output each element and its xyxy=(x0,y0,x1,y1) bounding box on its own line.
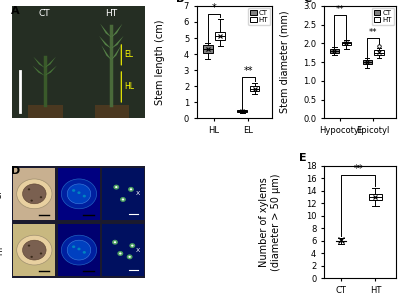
Text: D: D xyxy=(11,166,20,176)
Circle shape xyxy=(67,184,91,204)
Bar xyxy=(102,224,144,276)
Circle shape xyxy=(112,240,118,245)
Y-axis label: Stem length (cm): Stem length (cm) xyxy=(155,20,165,105)
Text: E: E xyxy=(299,153,306,163)
Bar xyxy=(58,168,100,220)
Polygon shape xyxy=(32,65,45,76)
Text: HT: HT xyxy=(105,9,117,18)
Y-axis label: Stem diameter (mm): Stem diameter (mm) xyxy=(279,11,289,113)
PathPatch shape xyxy=(237,110,247,112)
Circle shape xyxy=(114,241,116,243)
Circle shape xyxy=(131,244,134,247)
PathPatch shape xyxy=(374,50,384,55)
Circle shape xyxy=(30,200,33,202)
Circle shape xyxy=(72,245,75,248)
Circle shape xyxy=(22,240,46,260)
Bar xyxy=(13,168,55,220)
Polygon shape xyxy=(45,57,56,68)
Circle shape xyxy=(40,196,42,198)
Circle shape xyxy=(28,188,30,190)
Text: X: X xyxy=(136,191,140,196)
Circle shape xyxy=(129,243,135,248)
Circle shape xyxy=(128,187,134,192)
Text: CT: CT xyxy=(39,9,50,18)
Polygon shape xyxy=(95,105,129,118)
Text: **: ** xyxy=(369,28,377,37)
Text: EL: EL xyxy=(124,50,133,59)
Text: CT: CT xyxy=(0,189,4,199)
Circle shape xyxy=(30,256,33,258)
Text: B: B xyxy=(176,0,184,4)
Legend: CT, HT: CT, HT xyxy=(248,8,270,25)
Text: X: X xyxy=(136,248,140,252)
Circle shape xyxy=(83,195,86,197)
Circle shape xyxy=(77,248,80,250)
Polygon shape xyxy=(45,65,57,76)
Text: **: ** xyxy=(354,164,363,174)
Polygon shape xyxy=(28,105,63,118)
Text: HT: HT xyxy=(0,245,4,255)
Circle shape xyxy=(22,184,46,204)
Y-axis label: Number of xylems
(diameter > 50 μm): Number of xylems (diameter > 50 μm) xyxy=(259,173,281,271)
Polygon shape xyxy=(100,24,111,37)
Circle shape xyxy=(120,197,126,202)
PathPatch shape xyxy=(215,32,225,40)
Polygon shape xyxy=(33,57,45,68)
Circle shape xyxy=(61,235,97,265)
Bar xyxy=(58,224,100,276)
Bar xyxy=(13,224,55,276)
PathPatch shape xyxy=(362,60,372,64)
Circle shape xyxy=(128,256,131,258)
PathPatch shape xyxy=(330,49,339,53)
Circle shape xyxy=(119,252,122,255)
PathPatch shape xyxy=(369,194,382,200)
Circle shape xyxy=(113,185,119,189)
Polygon shape xyxy=(111,24,122,37)
Text: *: * xyxy=(212,3,216,13)
Circle shape xyxy=(17,179,52,209)
Text: **: ** xyxy=(336,5,344,14)
Circle shape xyxy=(127,254,132,259)
Circle shape xyxy=(67,240,91,260)
Circle shape xyxy=(83,251,86,254)
Polygon shape xyxy=(111,36,124,49)
Text: **: ** xyxy=(244,66,253,76)
Circle shape xyxy=(115,186,118,188)
Text: HL: HL xyxy=(124,83,134,91)
Circle shape xyxy=(28,244,30,247)
Circle shape xyxy=(117,251,123,256)
Circle shape xyxy=(122,198,124,200)
Polygon shape xyxy=(111,45,121,60)
Bar xyxy=(102,168,144,220)
Circle shape xyxy=(72,189,75,192)
Circle shape xyxy=(61,179,97,209)
Text: C: C xyxy=(304,0,312,4)
Circle shape xyxy=(77,192,80,194)
Text: A: A xyxy=(11,6,19,16)
PathPatch shape xyxy=(250,86,259,91)
PathPatch shape xyxy=(203,45,213,52)
Circle shape xyxy=(130,188,132,190)
Polygon shape xyxy=(99,36,111,49)
PathPatch shape xyxy=(342,41,351,45)
Polygon shape xyxy=(101,45,111,60)
Circle shape xyxy=(40,252,42,255)
Circle shape xyxy=(17,235,52,265)
Legend: CT, HT: CT, HT xyxy=(372,8,394,25)
